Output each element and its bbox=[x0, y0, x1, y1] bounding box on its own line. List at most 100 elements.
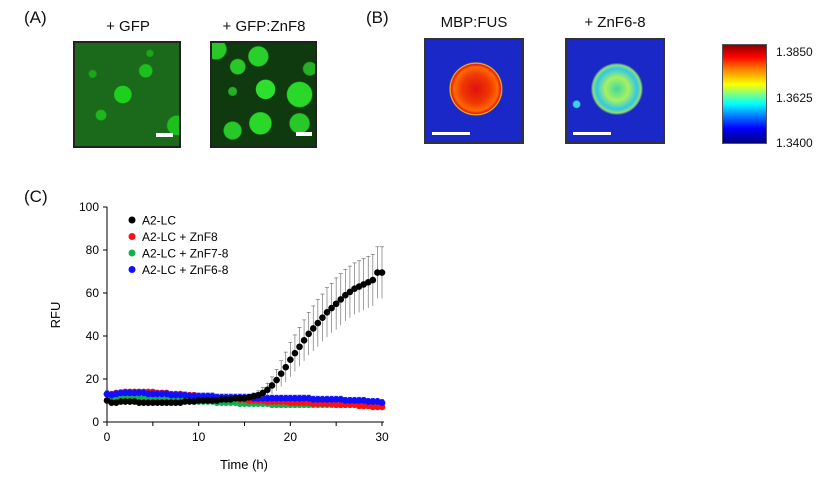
data-point bbox=[332, 396, 340, 403]
data-point bbox=[259, 389, 267, 397]
data-point bbox=[163, 399, 170, 406]
data-point bbox=[291, 349, 299, 357]
microscopy-image-gfp-znf8 bbox=[210, 41, 317, 148]
data-point bbox=[126, 389, 134, 397]
x-tick-label: 0 bbox=[104, 430, 111, 444]
data-point bbox=[131, 389, 138, 397]
data-point bbox=[222, 396, 230, 403]
data-point bbox=[135, 399, 143, 406]
data-point bbox=[158, 399, 166, 406]
data-point bbox=[364, 398, 372, 405]
panel-c-label: (C) bbox=[24, 187, 48, 206]
data-point bbox=[296, 395, 303, 402]
data-point bbox=[374, 403, 381, 411]
data-point bbox=[167, 399, 175, 406]
data-point bbox=[346, 288, 354, 296]
data-point bbox=[144, 399, 152, 406]
colorbar-max-label: 1.3850 bbox=[776, 45, 813, 59]
legend-marker bbox=[128, 266, 136, 273]
panel-b-label: (B) bbox=[366, 8, 389, 27]
data-point bbox=[282, 395, 290, 402]
data-point bbox=[126, 398, 134, 405]
data-point bbox=[122, 398, 129, 405]
data-point bbox=[268, 382, 276, 389]
data-point bbox=[314, 319, 322, 327]
data-point bbox=[378, 399, 386, 406]
data-point bbox=[305, 330, 312, 338]
data-point bbox=[186, 392, 193, 400]
data-point bbox=[351, 397, 358, 404]
image-title-gfp-znf8: + GFP:ZnF8 bbox=[222, 18, 306, 35]
x-tick-label: 30 bbox=[375, 430, 389, 444]
data-point bbox=[332, 300, 340, 308]
data-point bbox=[268, 395, 276, 402]
data-point bbox=[264, 386, 271, 394]
x-tick-label: 20 bbox=[284, 430, 298, 444]
scale-bar bbox=[573, 132, 611, 135]
data-point bbox=[296, 343, 303, 351]
data-point bbox=[199, 397, 207, 404]
data-point bbox=[259, 395, 267, 402]
data-point bbox=[342, 291, 349, 299]
data-point bbox=[149, 399, 157, 406]
data-point bbox=[323, 396, 331, 403]
scale-bar bbox=[432, 132, 470, 135]
microscopy-image-gfp bbox=[73, 41, 181, 148]
data-point bbox=[209, 397, 216, 404]
panel-a-label: (A) bbox=[24, 8, 47, 27]
data-point bbox=[140, 399, 147, 406]
legend-label: A2-LC + ZnF8 bbox=[142, 230, 218, 244]
scale-bar bbox=[156, 133, 173, 137]
data-point bbox=[355, 402, 363, 410]
data-point bbox=[232, 395, 239, 402]
data-point bbox=[144, 390, 152, 398]
data-point bbox=[154, 399, 161, 406]
data-point bbox=[355, 397, 363, 404]
data-point bbox=[369, 403, 377, 411]
data-point bbox=[117, 389, 125, 397]
legend-label: A2-LC + ZnF7-8 bbox=[142, 247, 229, 261]
data-point bbox=[309, 396, 317, 403]
image-title-mbp-fus: MBP:FUS bbox=[440, 14, 508, 31]
data-point bbox=[287, 395, 294, 402]
x-tick-label: 10 bbox=[192, 430, 206, 444]
data-point bbox=[374, 269, 381, 276]
x-axis-label: Time (h) bbox=[220, 457, 268, 472]
y-tick-label: 20 bbox=[86, 372, 100, 386]
data-point bbox=[319, 314, 326, 322]
y-tick-label: 80 bbox=[86, 243, 100, 257]
data-point bbox=[337, 296, 345, 303]
data-point bbox=[378, 269, 386, 276]
data-point bbox=[319, 396, 326, 403]
data-point bbox=[154, 390, 161, 398]
data-point bbox=[342, 397, 349, 404]
legend-marker bbox=[128, 216, 136, 224]
y-axis-label: RFU bbox=[48, 302, 63, 329]
data-point bbox=[323, 309, 331, 316]
data-point bbox=[369, 276, 377, 284]
data-point bbox=[277, 370, 285, 377]
data-point bbox=[314, 396, 322, 403]
data-point bbox=[195, 397, 202, 404]
refractive-index-image-znf6-8 bbox=[565, 38, 665, 144]
data-point bbox=[346, 397, 354, 404]
data-point bbox=[273, 376, 280, 384]
data-point bbox=[190, 392, 198, 400]
data-point bbox=[108, 399, 115, 406]
data-point bbox=[172, 399, 180, 406]
y-tick-label: 100 bbox=[79, 200, 99, 214]
data-point bbox=[204, 397, 212, 404]
y-tick-label: 0 bbox=[92, 415, 99, 429]
legend-marker bbox=[128, 233, 136, 240]
colorbar-min-label: 1.3400 bbox=[776, 136, 813, 150]
data-point bbox=[309, 325, 317, 332]
data-point bbox=[122, 389, 129, 397]
data-point bbox=[181, 398, 189, 405]
data-point bbox=[167, 391, 175, 399]
colorbar bbox=[722, 44, 767, 144]
data-point bbox=[332, 401, 340, 409]
data-point bbox=[117, 398, 125, 405]
data-point bbox=[172, 391, 180, 399]
data-point bbox=[369, 398, 377, 405]
